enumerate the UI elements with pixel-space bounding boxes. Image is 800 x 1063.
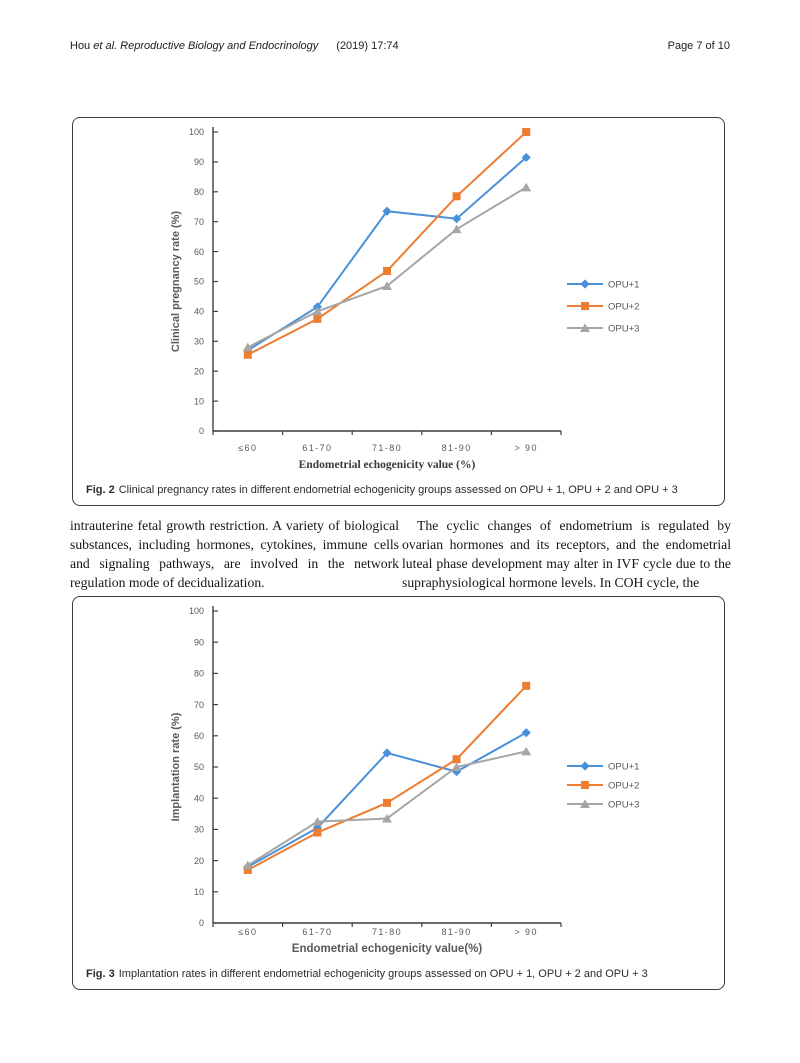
svg-text:OPU+2: OPU+2 — [608, 781, 639, 792]
svg-text:20: 20 — [194, 366, 204, 376]
svg-text:OPU+2: OPU+2 — [608, 302, 639, 313]
body-column-right: The cyclic changes of endometrium is reg… — [402, 518, 731, 590]
implantation-chart: 0 10 20 30 40 50 60 70 80 90 100 ≤60 61-70 71-80 81-90… — [170, 606, 639, 955]
figure-3-caption: Fig. 3 Implantation rates in different en… — [86, 968, 648, 980]
svg-text:10: 10 — [194, 396, 204, 406]
figure-2-box: 0 10 20 30 40 50 60 70 80 90 100 ≤60 61-70 71-80 81-90… — [72, 117, 725, 506]
figure-3-label: Fig. 3 — [86, 968, 115, 980]
svg-text:60: 60 — [194, 247, 204, 257]
svg-text:10: 10 — [194, 887, 204, 897]
figure-2-caption: Fig. 2 Clinical pregnancy rates in differ… — [86, 484, 678, 496]
svg-text:100: 100 — [189, 127, 204, 137]
svg-text:0: 0 — [199, 426, 204, 436]
svg-text:80: 80 — [194, 669, 204, 679]
svg-text:81-90: 81-90 — [442, 927, 472, 937]
svg-text:OPU+1: OPU+1 — [608, 762, 639, 773]
svg-text:61-70: 61-70 — [302, 443, 332, 453]
figure-2-caption-text: Clinical pregnancy rates in different en… — [118, 484, 678, 496]
svg-text:60: 60 — [194, 731, 204, 741]
svg-text:30: 30 — [194, 825, 204, 835]
figure-3-caption-text: Implantation rates in different endometr… — [118, 968, 648, 980]
svg-text:OPU+3: OPU+3 — [608, 800, 639, 811]
svg-text:20: 20 — [194, 856, 204, 866]
svg-text:OPU+1: OPU+1 — [608, 280, 639, 291]
svg-text:Endometrial echogenicity valu: Endometrial echogenicity value (%) — [299, 459, 476, 471]
figure-3-box: 0 10 20 30 40 50 60 70 80 90 100 ≤60 61-70 71-80 81-90… — [72, 596, 725, 990]
svg-text:0: 0 — [199, 918, 204, 928]
svg-text:≤60: ≤60 — [238, 443, 257, 453]
svg-text:40: 40 — [194, 307, 204, 317]
svg-text:Implantation rate (%): Implantation rate (%) — [170, 712, 182, 821]
header-author: Hou — [70, 40, 94, 52]
svg-text:80: 80 — [194, 187, 204, 197]
svg-text:71-80: 71-80 — [372, 927, 402, 937]
clinical-pregnancy-chart: 0 10 20 30 40 50 60 70 80 90 100 ≤60 61-70 71-80 81-90… — [170, 127, 639, 471]
svg-text:61-70: 61-70 — [302, 927, 332, 937]
body-column-left: intrauterine fetal growth restriction. A… — [70, 518, 399, 590]
svg-text:> 90: > 90 — [515, 443, 538, 453]
page-header: Hou et al. Reproductive Biology and Endo… — [70, 40, 730, 52]
header-page-number: Page 7 of 10 — [667, 40, 730, 52]
svg-text:70: 70 — [194, 700, 204, 710]
svg-text:50: 50 — [194, 277, 204, 287]
header-journal: et al. Reproductive Biology and Endocrin… — [93, 40, 319, 52]
svg-text:50: 50 — [194, 762, 204, 772]
svg-text:71-80: 71-80 — [372, 443, 402, 453]
svg-text:OPU+3: OPU+3 — [608, 324, 639, 335]
svg-text:30: 30 — [194, 337, 204, 347]
figure-2-label: Fig. 2 — [86, 484, 115, 496]
svg-text:≤60: ≤60 — [238, 927, 257, 937]
svg-text:Endometrial echogenicity valu: Endometrial echogenicity value(%) — [292, 943, 483, 955]
svg-text:Clinical pregnancy rate (%): Clinical pregnancy rate (%) — [170, 211, 182, 353]
svg-text:90: 90 — [194, 157, 204, 167]
svg-text:81-90: 81-90 — [442, 443, 472, 453]
svg-text:> 90: > 90 — [515, 927, 538, 937]
svg-text:70: 70 — [194, 217, 204, 227]
header-citation: Hou et al. Reproductive Biology and Endo… — [70, 40, 399, 52]
svg-text:40: 40 — [194, 793, 204, 803]
header-issue: (2019) 17:74 — [336, 40, 399, 52]
svg-text:100: 100 — [189, 606, 204, 616]
svg-text:90: 90 — [194, 637, 204, 647]
